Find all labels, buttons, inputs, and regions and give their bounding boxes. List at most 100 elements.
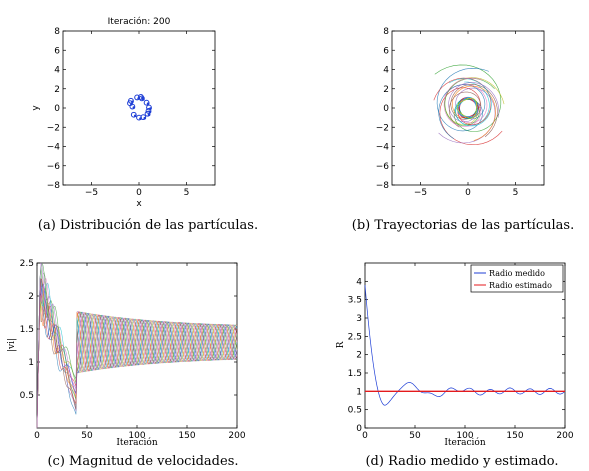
y-tick-label: 2 — [356, 351, 362, 361]
y-tick-label: −4 — [47, 143, 61, 153]
velocity-series-line — [36, 278, 238, 429]
trajectory-line — [448, 91, 482, 128]
x-tick-label: 100 — [128, 431, 145, 441]
panel-a-xlabel: x — [136, 199, 142, 209]
y-tick-label: 0.5 — [20, 391, 34, 401]
y-tick-label: 4 — [54, 66, 60, 76]
particle-point — [144, 110, 151, 117]
y-tick-label: −6 — [47, 162, 61, 172]
panel-a-ticks: −5 0 5 −8 −6 −4 −2 0 2 4 6 8 — [47, 27, 215, 198]
legend-label-estimated: Radio estimado — [489, 281, 552, 290]
panel-c-lines — [36, 262, 238, 429]
y-tick-label: −4 — [376, 143, 390, 153]
y-tick-label: 2.5 — [20, 259, 34, 269]
x-tick-label: 50 — [409, 431, 421, 441]
panel-a-ylabel: y — [31, 105, 41, 111]
legend-label-measured: Radio medido — [489, 269, 545, 278]
x-tick-label: 0 — [136, 188, 142, 198]
trajectory-ring — [458, 97, 479, 119]
y-tick-label: 0 — [383, 104, 389, 114]
trajectory-line — [436, 67, 489, 132]
legend-box — [470, 264, 564, 293]
y-tick-label: 6 — [383, 46, 389, 56]
y-tick-label: 1 — [28, 358, 34, 368]
trajectory-line — [434, 64, 502, 132]
panel-c-caption: (c) Magnitud de velocidades. — [47, 454, 238, 469]
particle-core — [132, 106, 136, 109]
y-tick-label: 1.5 — [348, 369, 362, 379]
x-tick-label: 5 — [184, 188, 190, 198]
x-tick-label: 200 — [228, 431, 245, 441]
particle-core — [148, 110, 152, 114]
y-tick-label: 0 — [356, 424, 362, 434]
trajectory-line — [450, 84, 498, 138]
y-tick-label: 8 — [383, 27, 389, 37]
y-tick-label: 6 — [54, 46, 60, 56]
x-tick-label: 0 — [465, 188, 471, 198]
panel-b-caption: (b) Trayectorias de las partículas. — [352, 218, 574, 233]
y-tick-label: 2 — [54, 85, 60, 95]
y-tick-label: 1 — [356, 387, 362, 397]
y-tick-label: −6 — [376, 162, 390, 172]
panel-d-lines — [364, 284, 566, 406]
trajectory-line — [448, 78, 492, 127]
velocity-series-line — [36, 278, 238, 429]
particle-point — [138, 94, 144, 100]
panel-a-plot-area — [62, 30, 216, 186]
trajectory-line — [433, 77, 492, 125]
y-tick-label: 2.5 — [348, 332, 362, 342]
x-tick-label: 150 — [178, 431, 195, 441]
particle-point — [130, 111, 137, 118]
x-tick-label: 50 — [81, 431, 93, 441]
y-tick-label: 0.5 — [348, 406, 362, 416]
y-tick-label: 3 — [356, 314, 362, 324]
panel-b-plot-area — [391, 30, 545, 186]
particle-point — [128, 97, 134, 104]
particle-point — [129, 103, 136, 110]
panel-a: Iteración: 200 −5 0 5 −8 −6 −4 −2 0 2 4 6 8 x y (a)… — [31, 16, 258, 233]
velocity-series-line — [36, 295, 238, 429]
panel-d-ylabel: R — [336, 341, 346, 348]
y-tick-label: −2 — [47, 123, 60, 133]
particle-point — [143, 99, 150, 106]
panel-c-ticks: 0 50 100 150 200 0.5 1 1.5 2 2.5 — [20, 259, 246, 441]
panel-c-xlabel: Iteración — [116, 437, 158, 448]
y-tick-label: 3.5 — [348, 296, 362, 306]
panel-d-ticks: 0 50 100 150 200 0 0.5 1 1.5 2 2.5 3 3.5 4 — [348, 263, 574, 441]
particle-point — [146, 104, 152, 111]
trajectory-ring — [457, 97, 478, 119]
velocity-series-line — [36, 262, 238, 429]
particle-core — [141, 96, 144, 100]
y-tick-label: −2 — [376, 123, 389, 133]
trajectory-ring — [457, 96, 479, 117]
x-tick-label: −5 — [414, 188, 427, 198]
particle-point — [136, 114, 142, 121]
y-tick-label: 0 — [54, 104, 60, 114]
panel-c-ylabel: |vi| — [7, 338, 17, 352]
panel-a-title: Iteración: 200 — [108, 16, 171, 27]
particle-core — [133, 114, 137, 118]
panel-b-trajectories — [433, 64, 505, 146]
x-tick-label: 200 — [556, 431, 573, 441]
x-tick-label: 0 — [34, 431, 40, 441]
velocity-series-line — [36, 262, 238, 429]
velocity-series-line — [36, 295, 238, 429]
panel-c: 0 50 100 150 200 0.5 1 1.5 2 2.5 Iteración |vi| (… — [7, 259, 246, 469]
y-tick-label: −8 — [376, 181, 390, 191]
panel-d: 0 50 100 150 200 0 0.5 1 1.5 2 2.5 3 3.5 4 Radio medi… — [336, 262, 574, 469]
trajectory-line — [454, 81, 490, 126]
particle-core — [139, 117, 142, 120]
x-tick-label: 100 — [456, 431, 473, 441]
x-tick-label: −5 — [85, 188, 98, 198]
particle-core — [143, 116, 147, 120]
y-tick-label: 4 — [383, 66, 389, 76]
particle-core — [131, 100, 134, 104]
y-tick-label: 2 — [383, 85, 389, 95]
panel-a-caption: (a) Distribución de las partículas. — [38, 218, 258, 233]
panel-a-points — [127, 94, 152, 121]
x-tick-label: 0 — [362, 431, 368, 441]
x-tick-label: 150 — [506, 431, 523, 441]
trajectory-line — [438, 87, 496, 144]
panel-d-caption: (d) Radio medido y estimado. — [365, 454, 558, 469]
